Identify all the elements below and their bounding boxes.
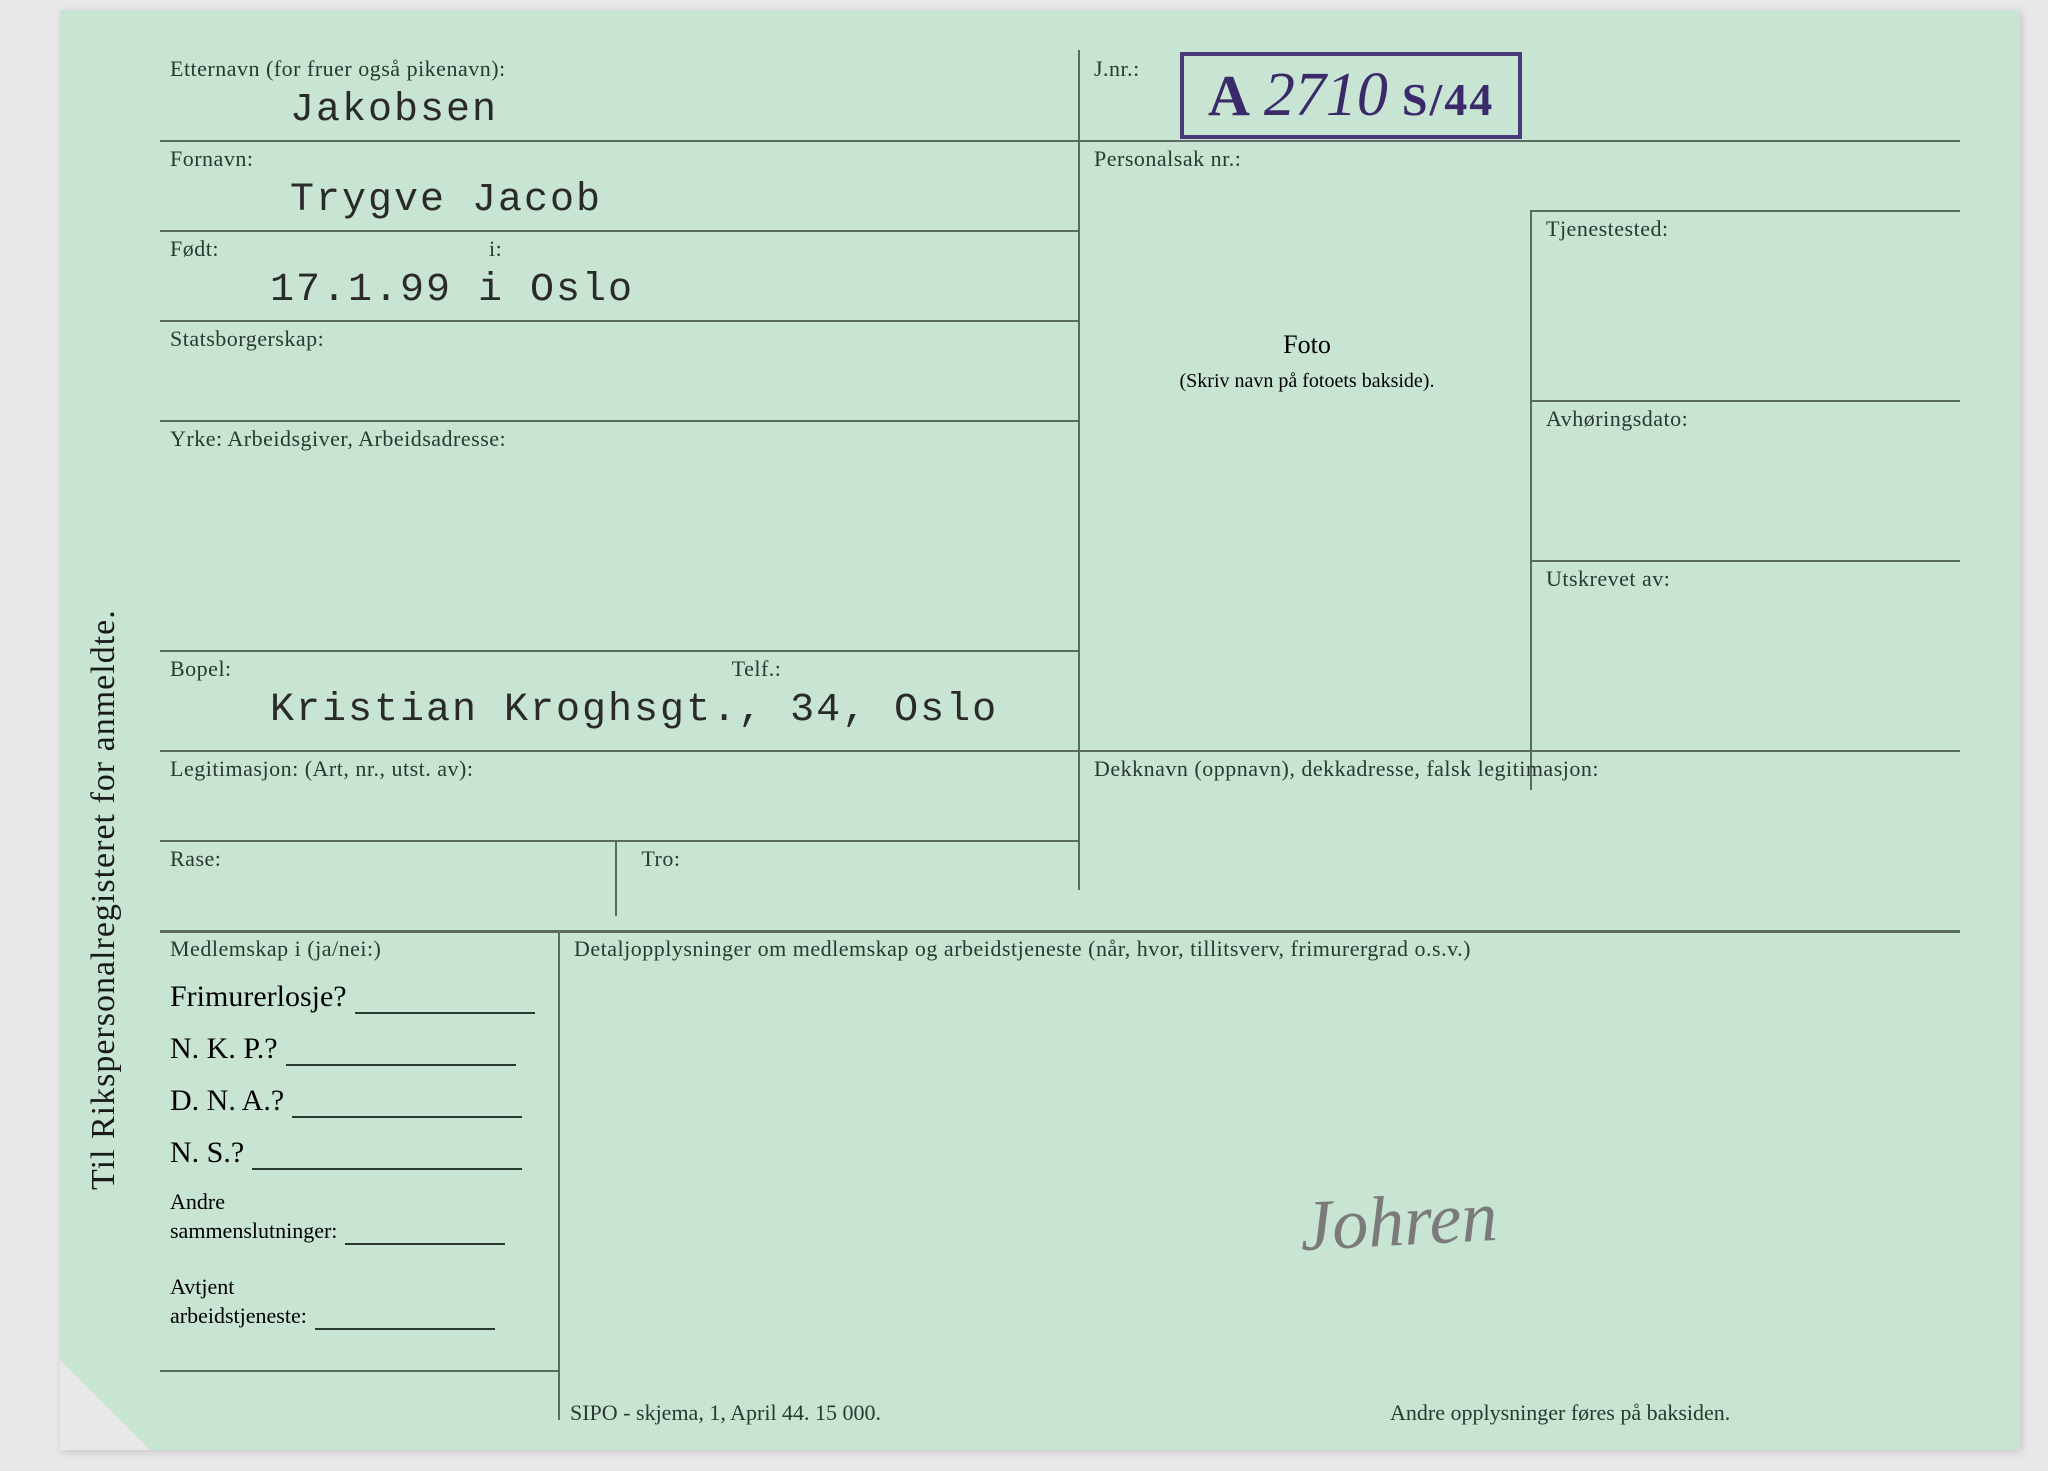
blank-avtjent [315, 1328, 495, 1330]
label-rase: Rase: Tro: [170, 846, 1068, 872]
label-tro: Tro: [641, 846, 680, 871]
footer-andre-oppl: Andre opplysninger føres på baksiden. [1390, 1400, 1730, 1426]
label-dekknavn: Dekknavn (oppnavn), dekkadresse, falsk l… [1094, 756, 1954, 782]
field-statsborgerskap: Statsborgerskap: [160, 320, 1078, 410]
row-nkp: N. K. P.? [170, 1032, 548, 1066]
divider-rase-tro [615, 840, 617, 916]
label-fodt: Født: i: [170, 236, 1068, 262]
stamp-number: 2710 [1264, 60, 1388, 131]
label-nkp: N. K. P.? [170, 1032, 278, 1065]
field-avhoringsdato: Avhøringsdato: [1536, 400, 1960, 436]
field-fodt: Født: i: 17.1.99 i Oslo [160, 230, 1078, 317]
registration-card: Til Rikspersonalregisteret for anmeldte.… [60, 10, 2020, 1450]
row-andre-samm: Andresammenslutninger: [170, 1188, 548, 1245]
signature: Johren [1298, 1175, 1499, 1268]
label-tjenestested: Tjenestested: [1546, 216, 1950, 242]
field-fornavn: Fornavn: Trygve Jacob [160, 140, 1078, 227]
hline-memb-bot [160, 1370, 558, 1372]
label-rase-text: Rase: [170, 846, 221, 871]
label-foto-sub: (Skriv navn på fotoets bakside). [1084, 370, 1530, 393]
label-personalsak: Personalsak nr.: [1094, 146, 1954, 172]
field-tjenestested: Tjenestested: [1536, 210, 1960, 246]
stamp-suffix: S/44 [1402, 73, 1494, 126]
label-bopel-text: Bopel: [170, 656, 232, 681]
value-bopel: Kristian Kroghsgt., 34, Oslo [170, 688, 1068, 733]
label-medlemskap: Medlemskap i (ja/nei:) [170, 936, 548, 962]
label-avhoringsdato: Avhøringsdato: [1546, 406, 1950, 432]
label-yrke: Yrke: Arbeidsgiver, Arbeidsadresse: [170, 426, 1068, 452]
field-dekknavn: Dekknavn (oppnavn), dekkadresse, falsk l… [1084, 750, 1964, 786]
row-ns: N. S.? [170, 1136, 548, 1170]
label-legitimasjon: Legitimasjon: (Art, nr., utst. av): [170, 756, 1068, 782]
label-fornavn: Fornavn: [170, 146, 1068, 172]
field-bopel: Bopel: Telf.: Kristian Kroghsgt., 34, Osl… [160, 650, 1078, 737]
value-fodt: 17.1.99 i Oslo [170, 268, 1068, 313]
label-detalj: Detaljopplysninger om medlemskap og arbe… [574, 936, 1950, 962]
field-detalj: Detaljopplysninger om medlemskap og arbe… [564, 930, 1960, 966]
label-telf: Telf.: [732, 656, 782, 681]
blank-frimurer [355, 1012, 535, 1014]
label-statsborgerskap: Statsborgerskap: [170, 326, 1068, 352]
form-area: Etternavn (for fruer også pikenavn): Jak… [160, 50, 1980, 1420]
blank-ns [252, 1168, 522, 1170]
label-fodt-text: Født: [170, 236, 219, 261]
field-yrke: Yrke: Arbeidsgiver, Arbeidsadresse: [160, 420, 1078, 640]
label-dna: D. N. A.? [170, 1084, 284, 1117]
field-etternavn: Etternavn (for fruer også pikenavn): Jak… [160, 50, 1078, 137]
label-bopel: Bopel: Telf.: [170, 656, 1068, 682]
vertical-title: Til Rikspersonalregisteret for anmeldte. [85, 609, 123, 1190]
label-fodt-i: i: [489, 236, 502, 261]
label-utskrevet: Utskrevet av: [1546, 566, 1950, 592]
divider-main-vertical [1078, 50, 1080, 890]
field-utskrevet: Utskrevet av: [1536, 560, 1960, 596]
label-etternavn: Etternavn (for fruer også pikenavn): [170, 56, 1068, 82]
field-medlemskap: Medlemskap i (ja/nei:) Frimurerlosje? N.… [160, 930, 558, 1352]
stamp-prefix: A [1208, 62, 1250, 129]
label-foto: Foto [1084, 330, 1530, 360]
field-legitimasjon: Legitimasjon: (Art, nr., utst. av): [160, 750, 1078, 834]
footer-form-id: SIPO - skjema, 1, April 44. 15 000. [570, 1400, 881, 1426]
row-dna: D. N. A.? [170, 1084, 548, 1118]
foto-area: Foto (Skriv navn på fotoets bakside). [1084, 230, 1530, 770]
field-personalsak: Personalsak nr.: [1084, 140, 1964, 176]
blank-andre-samm [345, 1243, 505, 1245]
row-frimurer: Frimurerlosje? [170, 980, 548, 1014]
blank-nkp [286, 1064, 516, 1066]
stamp-box: A 2710 S/44 [1180, 52, 1522, 139]
page-corner-fold [60, 1360, 150, 1450]
blank-dna [292, 1116, 522, 1118]
field-rase-tro: Rase: Tro: [160, 840, 1078, 914]
row-avtjent: Avtjentarbeidstjeneste: [170, 1273, 548, 1330]
label-frimurer: Frimurerlosje? [170, 980, 347, 1013]
value-etternavn: Jakobsen [170, 88, 1068, 133]
value-fornavn: Trygve Jacob [170, 178, 1068, 223]
divider-medlemskap [558, 930, 560, 1420]
divider-right-vertical [1530, 210, 1532, 790]
label-ns: N. S.? [170, 1136, 244, 1169]
